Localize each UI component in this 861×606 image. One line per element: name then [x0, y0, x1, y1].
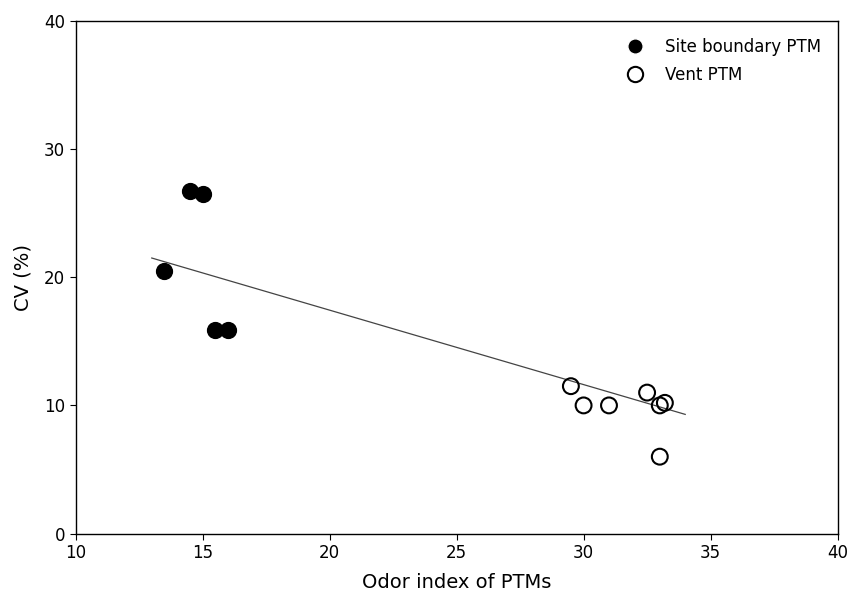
Vent PTM: [576, 401, 590, 410]
X-axis label: Odor index of PTMs: Odor index of PTMs: [362, 573, 551, 592]
Site boundary PTM: [183, 187, 196, 196]
Vent PTM: [601, 401, 615, 410]
Site boundary PTM: [208, 325, 222, 335]
Site boundary PTM: [158, 266, 171, 276]
Vent PTM: [563, 381, 577, 391]
Site boundary PTM: [220, 325, 234, 335]
Legend: Site boundary PTM, Vent PTM: Site boundary PTM, Vent PTM: [609, 29, 828, 92]
Vent PTM: [640, 388, 653, 398]
Vent PTM: [657, 398, 671, 408]
Site boundary PTM: [195, 189, 209, 199]
Y-axis label: CV (%): CV (%): [14, 244, 33, 311]
Vent PTM: [652, 401, 666, 410]
Vent PTM: [652, 452, 666, 462]
